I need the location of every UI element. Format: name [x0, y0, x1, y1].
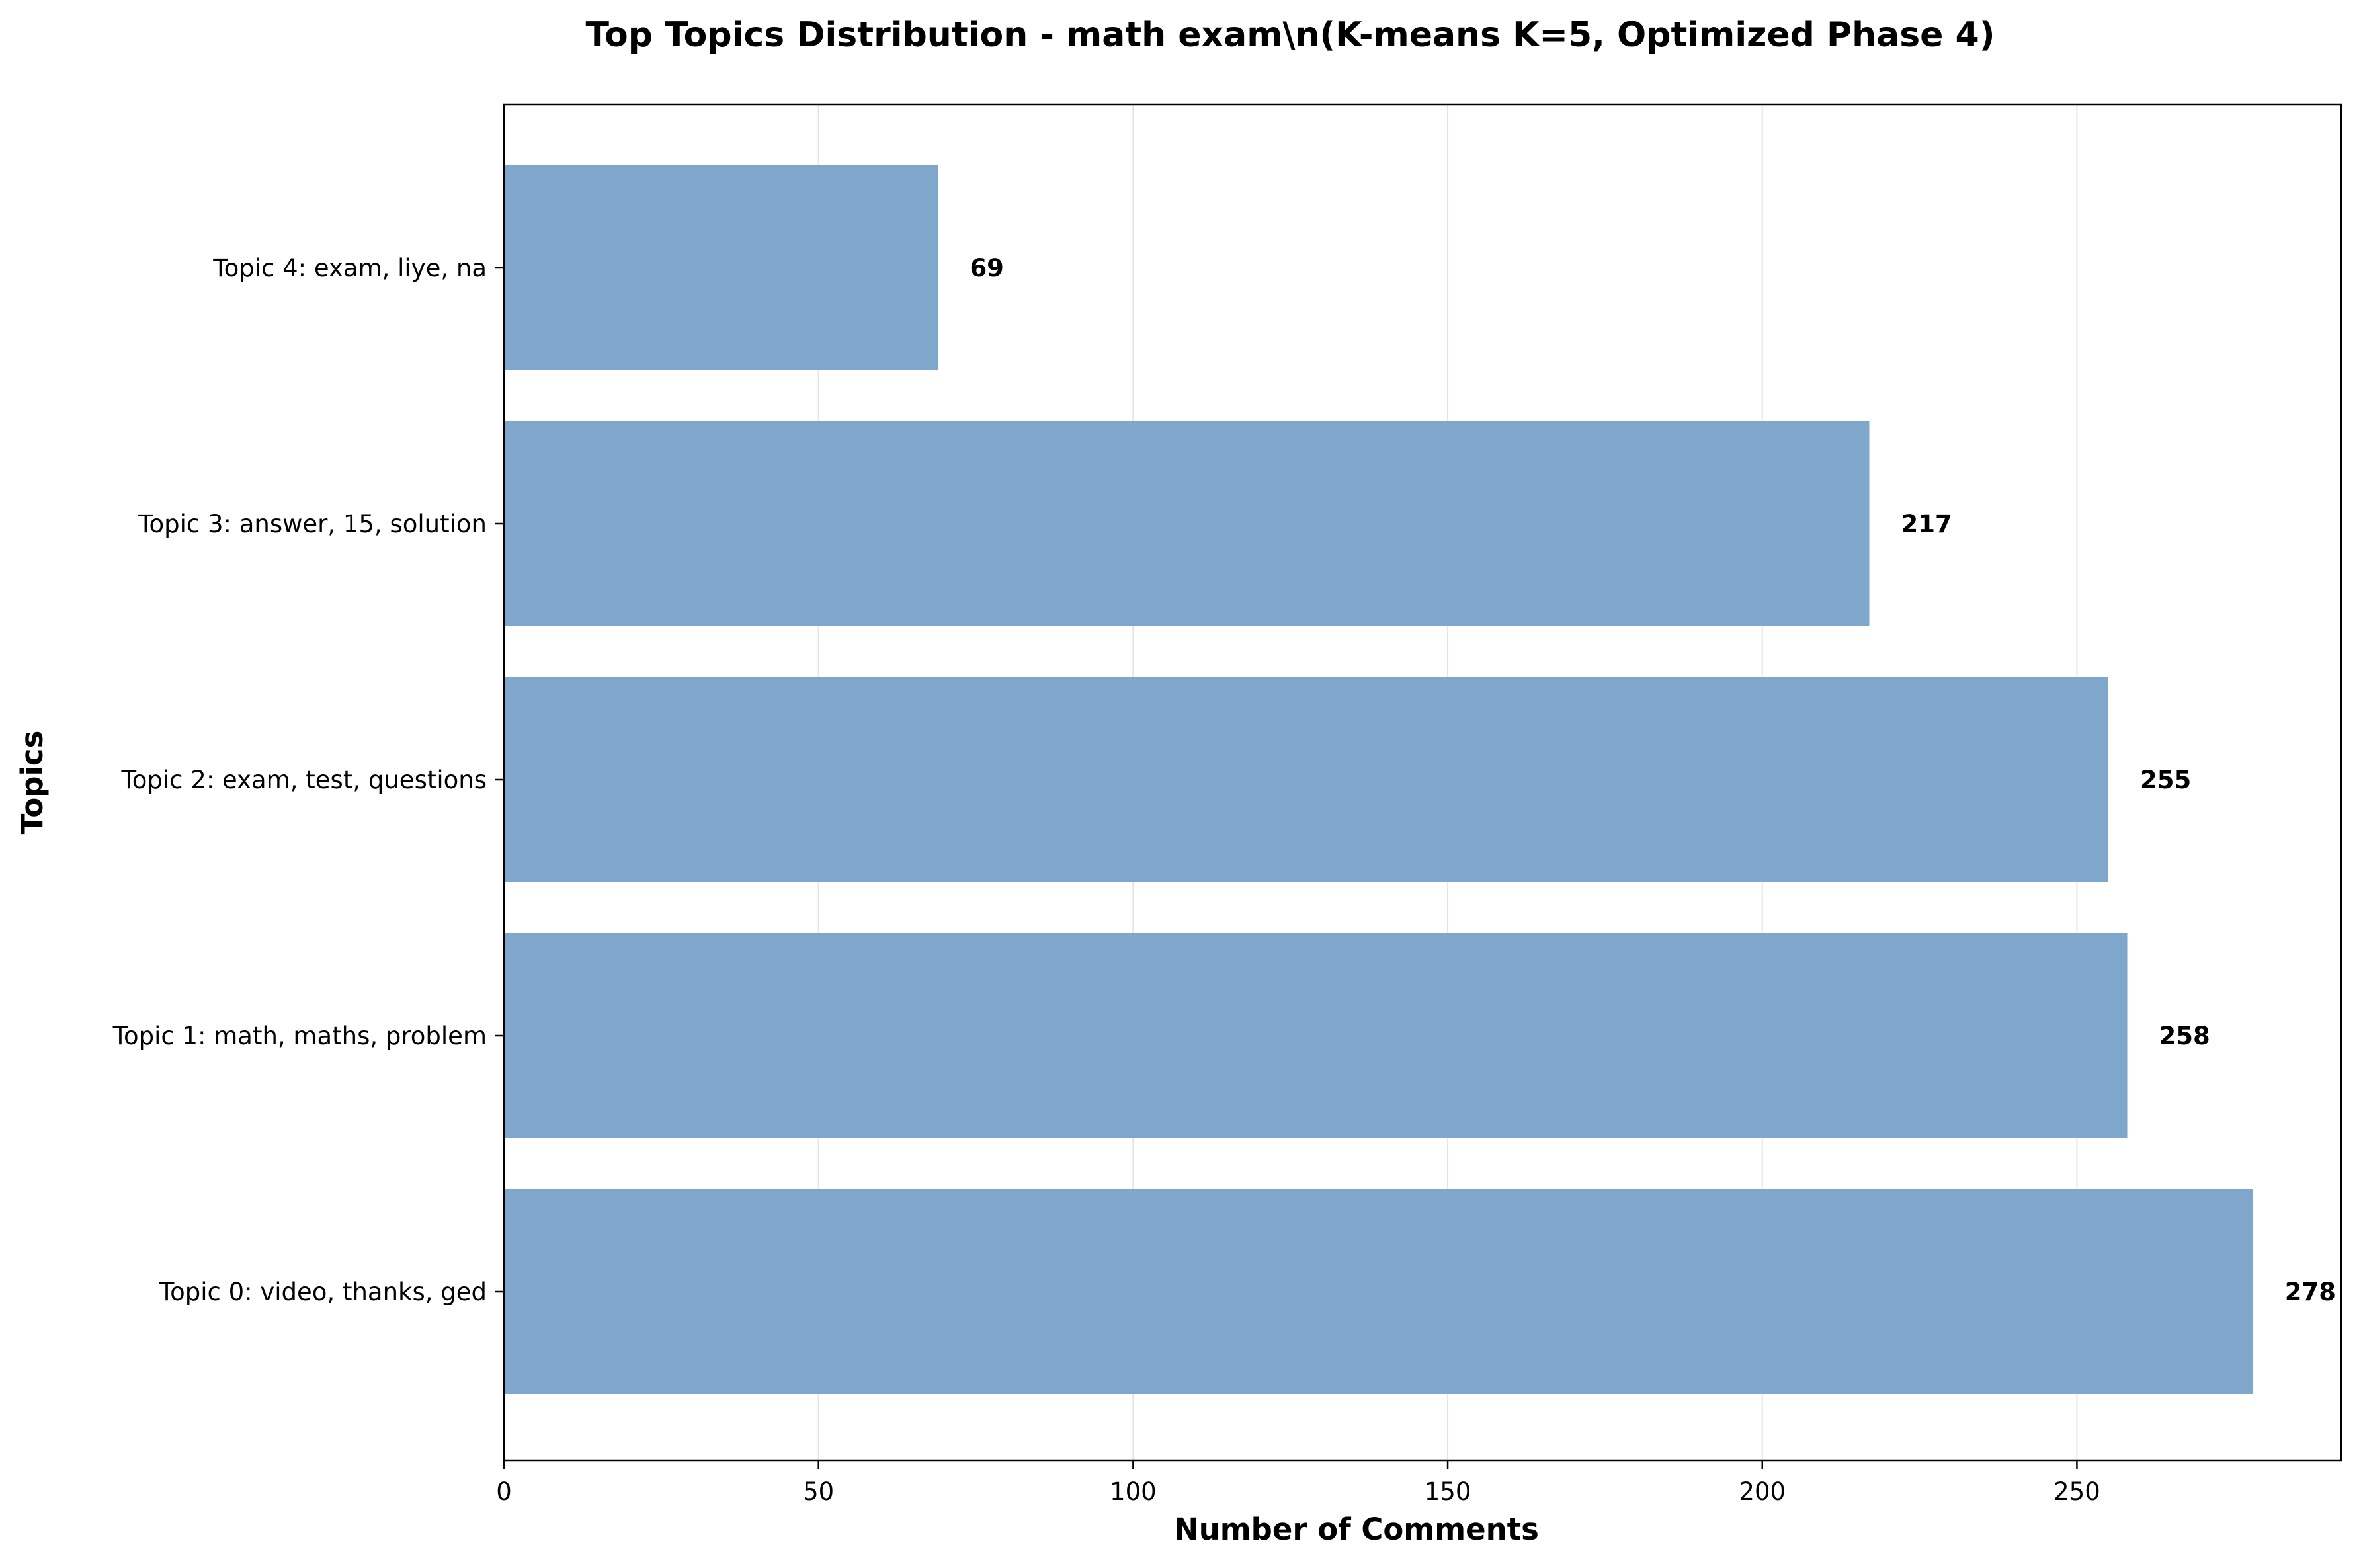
- bar-value-label: 69: [970, 254, 1004, 282]
- bars: [504, 165, 2253, 1394]
- bar-value-label: 278: [2285, 1278, 2336, 1306]
- x-tick-label: 200: [1739, 1477, 1786, 1506]
- y-tick-label: Topic 2: exam, test, questions: [120, 766, 487, 794]
- x-tick-label: 50: [803, 1477, 834, 1506]
- bar-value-label: 258: [2159, 1022, 2210, 1050]
- bar-value-label: 217: [1901, 510, 1952, 538]
- bar: [504, 421, 1870, 626]
- y-axis-label: Topics: [15, 731, 50, 835]
- y-tick-label: Topic 1: math, maths, problem: [112, 1022, 487, 1050]
- bar: [504, 933, 2128, 1138]
- bar: [504, 1189, 2253, 1394]
- x-tick-label: 150: [1425, 1477, 1471, 1506]
- x-tick-label: 0: [496, 1477, 512, 1506]
- y-axis-ticks: Topic 4: exam, liye, na Topic 3: answer, …: [112, 254, 504, 1306]
- x-tick-label: 250: [2053, 1477, 2100, 1506]
- x-tick-label: 100: [1110, 1477, 1157, 1506]
- x-axis-label: Number of Comments: [1174, 1512, 1539, 1547]
- plot-area-frame: [503, 103, 2342, 1462]
- bar: [504, 165, 938, 370]
- bar-value-label: 255: [2140, 766, 2191, 794]
- y-tick-label: Topic 0: video, thanks, ged: [159, 1278, 487, 1306]
- x-axis-ticks: 0 50 100 150 200 250: [496, 1460, 2100, 1506]
- chart-title: Top Topics Distribution - math exam\n(K-…: [585, 15, 1995, 55]
- bar: [504, 677, 2108, 882]
- y-tick-label: Topic 3: answer, 15, solution: [138, 510, 487, 538]
- bar-value-labels: 69 217 255 258 278: [970, 254, 2336, 1306]
- y-tick-label: Topic 4: exam, liye, na: [212, 254, 487, 282]
